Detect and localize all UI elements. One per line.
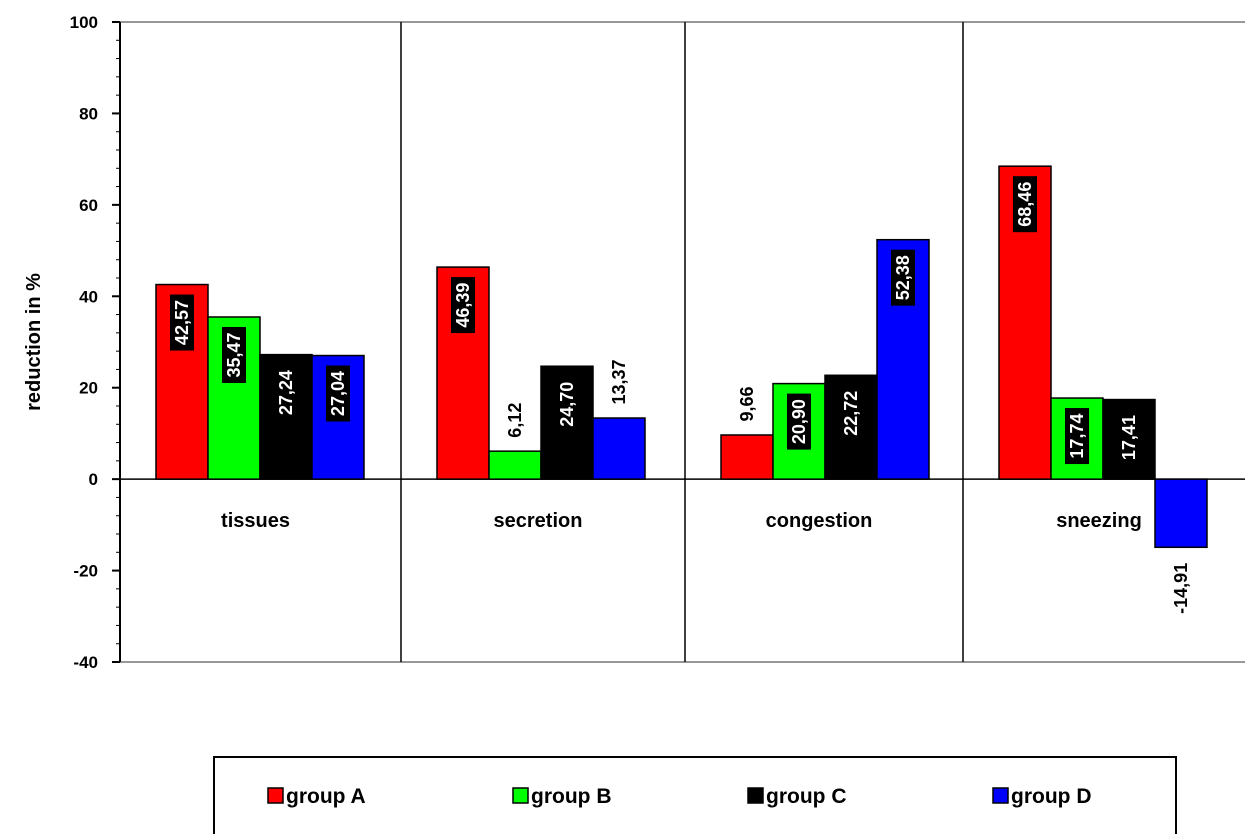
bar — [720, 434, 774, 480]
bar — [592, 417, 646, 480]
data-label: -14,91 — [1171, 563, 1191, 614]
legend-swatch — [512, 787, 529, 804]
y-tick-label: 20 — [79, 379, 98, 398]
data-label: 20,90 — [789, 399, 809, 444]
y-tick-label: 100 — [70, 13, 98, 32]
chart-legend: group A group B group C group D — [213, 756, 1177, 834]
legend-label: group A — [286, 785, 366, 808]
chart-bars — [155, 165, 1208, 549]
y-tick-label: 0 — [89, 470, 98, 489]
bar — [1154, 478, 1208, 549]
y-tick-label: 80 — [79, 104, 98, 123]
y-tick-label: -40 — [73, 653, 98, 672]
legend-label: group C — [766, 785, 846, 808]
y-axis-title: reduction in % — [23, 273, 45, 411]
bar — [488, 450, 542, 480]
y-tick-label: -20 — [73, 562, 98, 581]
x-category-label: secretion — [494, 510, 583, 532]
chart-data-labels: 42,57 35,47 27,24 27,04 46,39 6,12 24,70 13,37 9… — [170, 176, 1191, 614]
data-label-box — [326, 365, 350, 422]
legend-label: group B — [531, 785, 611, 808]
data-label: 35,47 — [224, 332, 244, 377]
legend-swatch — [992, 787, 1009, 804]
data-label: 27,24 — [276, 370, 296, 415]
data-label-box — [555, 376, 579, 433]
legend-swatch — [747, 787, 764, 804]
data-label: 22,72 — [841, 391, 861, 436]
data-label: 68,46 — [1015, 182, 1035, 227]
data-label-box — [891, 249, 915, 306]
bar — [998, 165, 1052, 480]
data-label: 6,12 — [505, 403, 525, 438]
data-label: 42,57 — [172, 300, 192, 345]
data-label-box — [222, 326, 246, 383]
chart-axes: 100 80 60 40 20 0 -20 -40 tissues secretion conges… — [70, 13, 1245, 672]
data-label: 17,41 — [1119, 415, 1139, 460]
x-category-label: congestion — [766, 510, 873, 532]
data-label: 52,38 — [893, 255, 913, 300]
data-label-box — [1117, 409, 1141, 466]
x-category-label: tissues — [221, 510, 290, 532]
data-label: 46,39 — [453, 283, 473, 328]
data-label: 27,04 — [328, 371, 348, 416]
data-label-box — [1065, 408, 1089, 465]
data-label-box — [451, 277, 475, 334]
legend-label: group D — [1011, 785, 1091, 808]
data-label: 24,70 — [557, 382, 577, 427]
y-tick-label: 40 — [79, 287, 98, 306]
data-label-box — [170, 294, 194, 351]
data-label-box — [274, 364, 298, 421]
legend-swatch — [267, 787, 284, 804]
data-label: 17,74 — [1067, 414, 1087, 459]
data-label-box — [1013, 176, 1037, 233]
y-tick-label: 60 — [79, 196, 98, 215]
data-label-box — [839, 385, 863, 442]
legend-box — [213, 756, 1177, 834]
data-label: 13,37 — [609, 359, 629, 404]
data-label-box — [787, 393, 811, 450]
data-label: 9,66 — [737, 386, 757, 421]
x-category-label: sneezing — [1056, 510, 1142, 532]
